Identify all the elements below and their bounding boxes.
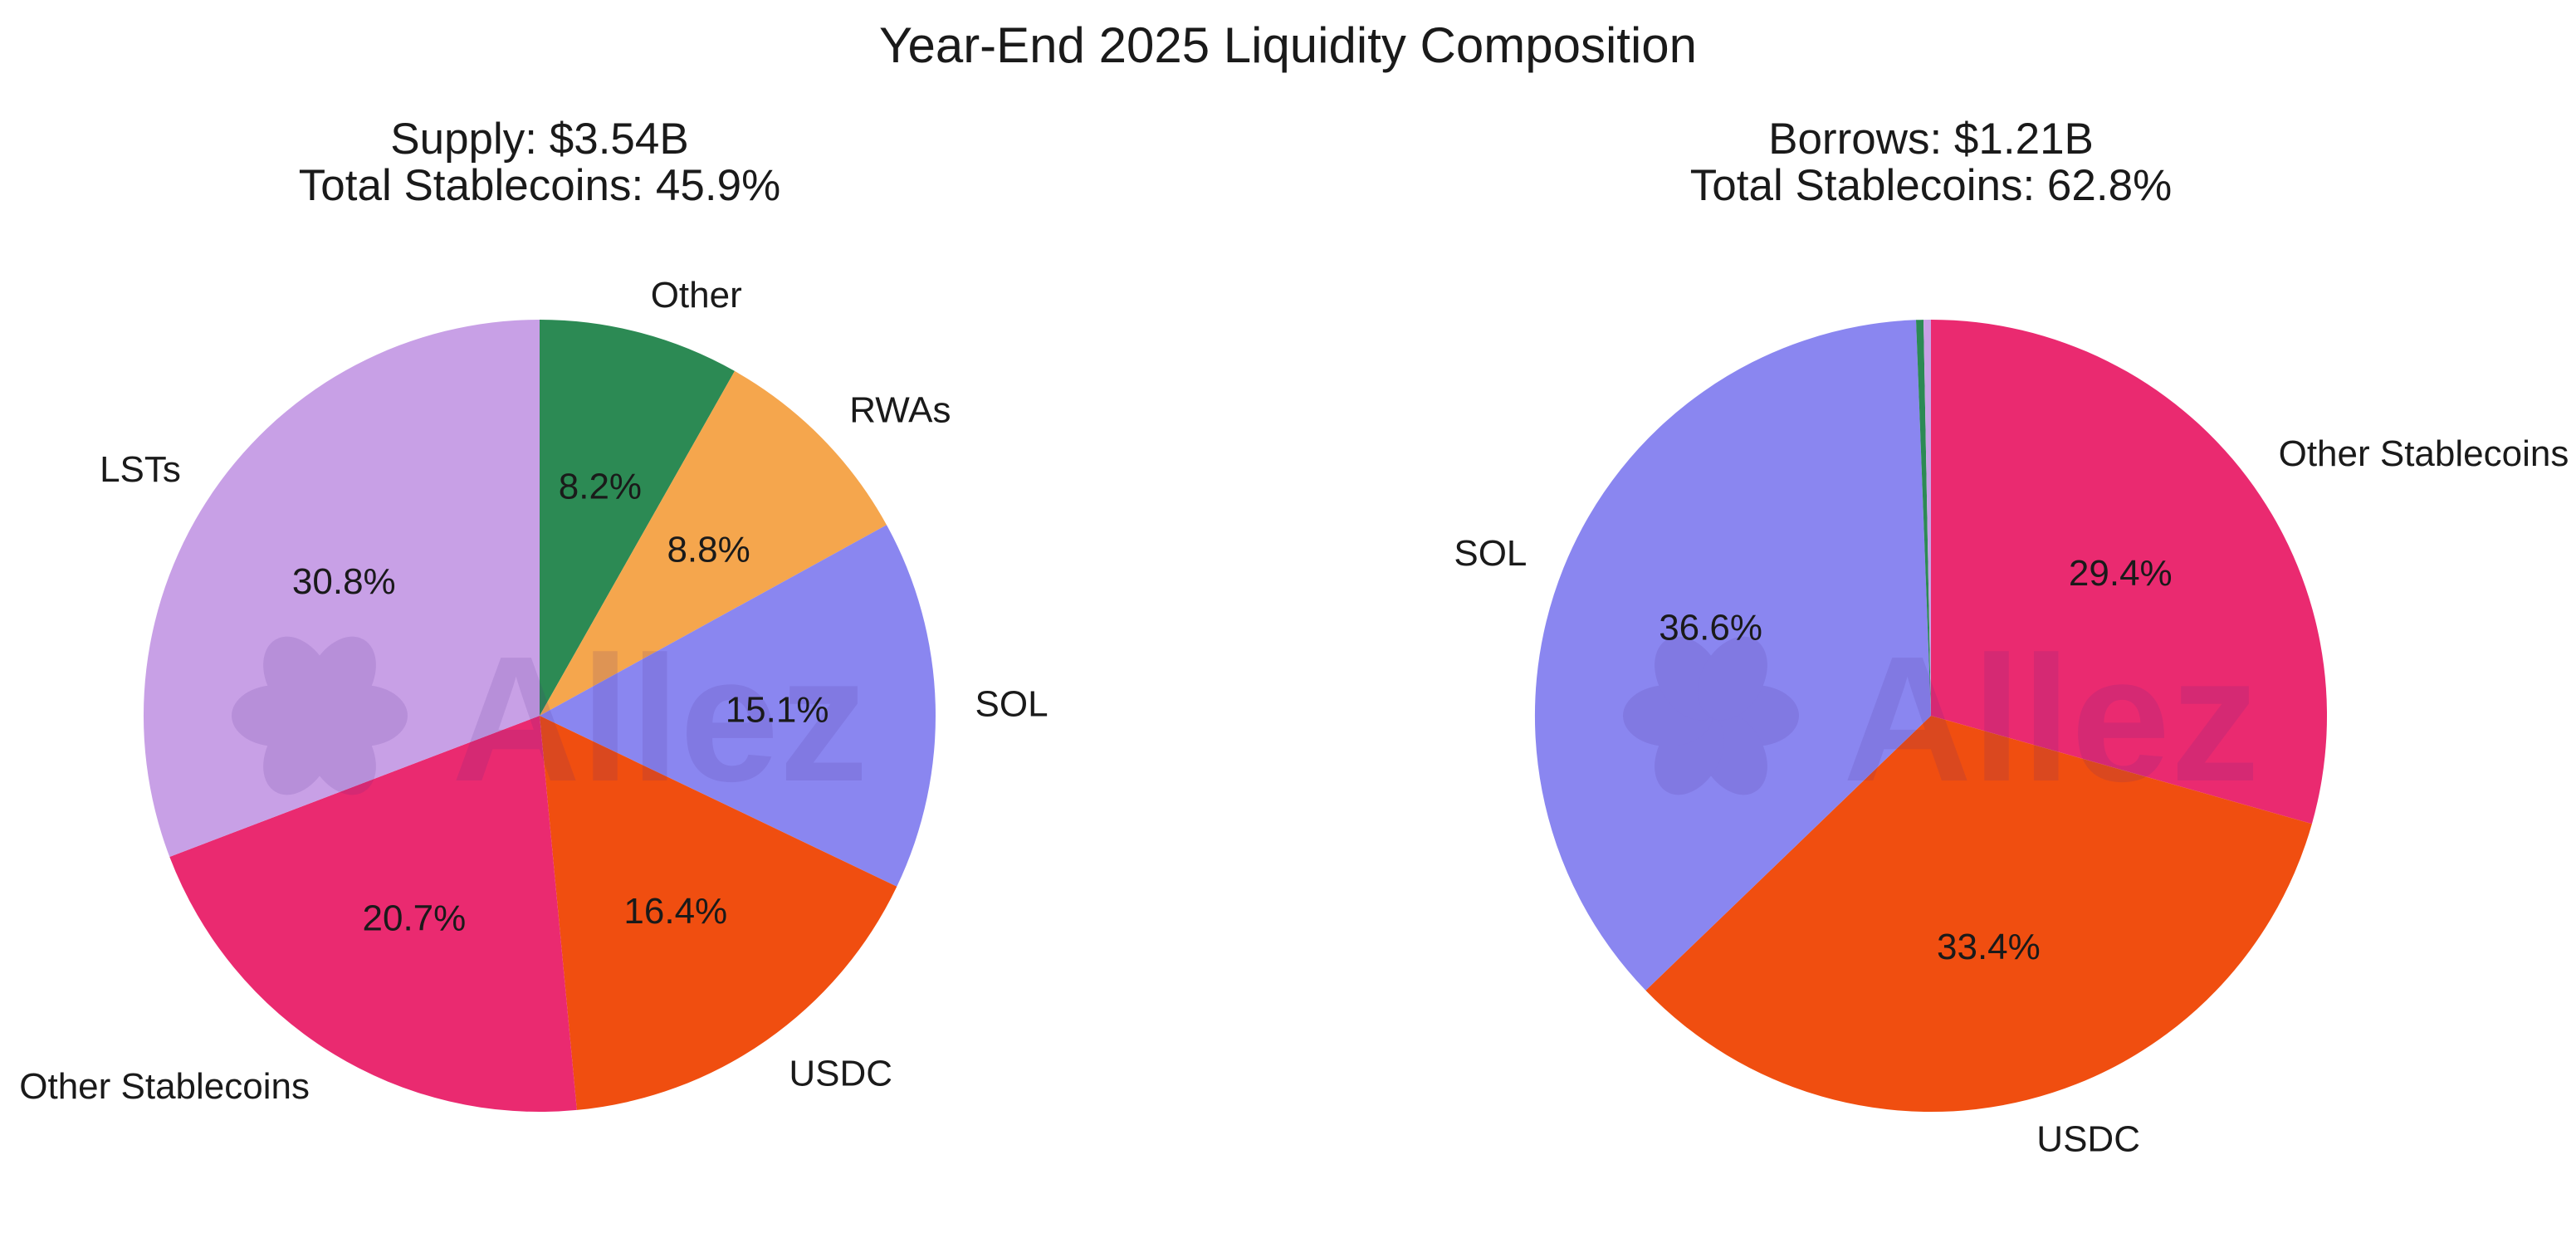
pie-slice-usdc bbox=[1645, 716, 2312, 1113]
chart-title: Year-End 2025 Liquidity Composition bbox=[878, 17, 1698, 73]
pct-label-usdc: 33.4% bbox=[1937, 927, 2041, 967]
pie-slice-sol bbox=[1534, 320, 1931, 991]
pct-label-sol: 36.6% bbox=[1659, 607, 1762, 648]
supply-pie: Allez 8.2% Other 8.8% RWAs 15.1% SOL 16.4% USDC 2… bbox=[19, 275, 1048, 1113]
pie-slice-sol bbox=[540, 525, 936, 887]
pie-slice-usdc bbox=[540, 716, 897, 1110]
pie-slice-other bbox=[1916, 320, 1931, 716]
pct-label-rwas: 8.8% bbox=[667, 529, 750, 570]
slice-label-lsts: LSTs bbox=[100, 449, 181, 490]
pie-slice-lsts bbox=[1923, 320, 1931, 716]
pct-label-other: 8.2% bbox=[559, 467, 642, 507]
pie-slice-other-stablecoins bbox=[1931, 320, 2328, 824]
borrows-pie: Allez 29.4% Other Stablecoins 33.4% USDC 36.6… bbox=[1454, 320, 2569, 1159]
pct-label-usdc: 16.4% bbox=[623, 891, 727, 932]
slice-label-sol: SOL bbox=[1454, 533, 1527, 574]
pct-label-sol: 15.1% bbox=[726, 689, 829, 730]
pie-slice-rwas bbox=[540, 370, 887, 716]
watermark-text: Allez bbox=[452, 619, 868, 819]
slice-label-other: Other bbox=[651, 275, 742, 316]
watermark: Allez bbox=[1623, 619, 2260, 819]
slice-label-usdc: USDC bbox=[2036, 1118, 2140, 1159]
pct-label-lsts: 30.8% bbox=[292, 561, 396, 602]
slice-label-usdc: USDC bbox=[789, 1054, 892, 1094]
pie-slice-other-stablecoins bbox=[169, 716, 577, 1113]
borrows-pie-header: Borrows: $1.21B Total Stablecoins: 62.8% bbox=[1433, 116, 2429, 209]
borrows-pie-title: Borrows: $1.21B bbox=[1768, 115, 2094, 164]
slice-label-other-stablecoins: Other Stablecoins bbox=[19, 1066, 310, 1107]
supply-pie-title: Supply: $3.54B bbox=[390, 115, 689, 164]
slice-label-other-stablecoins: Other Stablecoins bbox=[2279, 433, 2569, 474]
pct-label-other-stablecoins: 29.4% bbox=[2069, 553, 2173, 594]
supply-pie-subtitle: Total Stablecoins: 45.9% bbox=[298, 161, 781, 210]
pct-label-other-stablecoins: 20.7% bbox=[363, 898, 467, 939]
borrows-pie-subtitle: Total Stablecoins: 62.8% bbox=[1689, 161, 2173, 210]
watermark: Allez bbox=[232, 619, 868, 819]
watermark-text: Allez bbox=[1843, 619, 2260, 819]
pie-slice-other bbox=[540, 320, 735, 716]
supply-pie-header: Supply: $3.54B Total Stablecoins: 45.9% bbox=[42, 116, 1038, 209]
flower-asterisk-icon bbox=[232, 636, 408, 795]
slice-label-sol: SOL bbox=[975, 684, 1048, 725]
flower-asterisk-icon bbox=[1623, 636, 1799, 795]
slice-label-rwas: RWAs bbox=[849, 390, 951, 431]
pie-slice-lsts bbox=[143, 320, 540, 857]
